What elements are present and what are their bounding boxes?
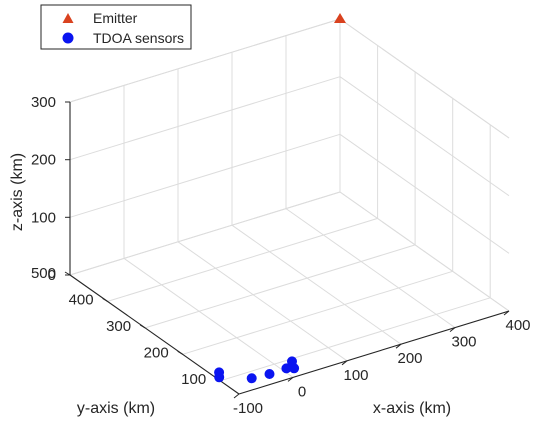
legend-entry-sensors: TDOA sensors: [93, 30, 184, 46]
x-axis-label: x-axis (km): [373, 400, 451, 417]
grid-line: [123, 257, 294, 378]
tick-labels: -100010020030040010020030040050001002003…: [31, 94, 531, 417]
z-tick-label: 100: [31, 209, 56, 226]
x-tick: [503, 310, 510, 316]
y-axis-line: [69, 274, 240, 395]
x-tick: [449, 327, 456, 332]
sensor-marker: [281, 363, 292, 374]
x-tick-label: 0: [298, 383, 306, 400]
grid-line: [231, 224, 402, 345]
axis-labels: x-axis (km) y-axis (km) z-axis (km): [9, 153, 451, 417]
axes: [64, 101, 510, 399]
data-markers: [214, 13, 346, 384]
x-axis-line: [238, 310, 510, 395]
emitter-marker: [334, 13, 346, 23]
legend-circle-icon: [62, 32, 74, 44]
y-tick-label: 100: [181, 371, 206, 388]
grid-line: [339, 133, 510, 254]
grid-line: [69, 76, 341, 161]
sensor-marker: [287, 356, 297, 367]
legend: Emitter TDOA sensors: [40, 4, 192, 50]
y-tick-label: 500: [31, 265, 56, 282]
z-tick-label: 0: [48, 267, 56, 284]
x-tick: [341, 360, 348, 366]
y-tick-label: 200: [144, 344, 169, 361]
grid-line: [177, 241, 348, 362]
grid-line: [69, 133, 341, 218]
sensor-marker: [246, 373, 257, 384]
x-tick-label: -100: [233, 400, 263, 417]
grid-line: [69, 18, 341, 103]
grid-line: [220, 297, 491, 382]
x-tick: [233, 393, 240, 399]
grid-line: [69, 191, 341, 276]
grid-line: [182, 270, 453, 355]
grid-line: [339, 76, 510, 197]
grid-line: [144, 244, 416, 329]
z-tick-label: 200: [31, 152, 56, 169]
z-tick-label: 300: [31, 94, 56, 111]
y-axis-label: y-axis (km): [77, 400, 155, 417]
y-tick-label: 400: [69, 291, 94, 308]
y-tick: [177, 350, 183, 355]
legend-entry-emitter: Emitter: [93, 10, 138, 26]
x-tick-label: 400: [505, 317, 530, 334]
sensor-marker: [264, 369, 275, 379]
grid-lines: [69, 18, 510, 395]
grid-line: [107, 217, 378, 302]
x-tick: [287, 377, 294, 382]
legend-triangle-icon: [62, 13, 74, 23]
grid-line: [339, 18, 510, 139]
x-tick-label: 300: [451, 334, 476, 351]
sensor-marker: [214, 367, 225, 378]
z-axis-label: z-axis (km): [9, 153, 26, 231]
grid-line: [285, 208, 456, 329]
y-tick-label: 300: [106, 318, 131, 335]
x-tick-label: 100: [343, 367, 368, 384]
y-tick: [102, 297, 108, 302]
y-tick: [139, 324, 146, 329]
x-tick-label: 200: [397, 350, 422, 367]
grid-line: [339, 191, 510, 312]
x-tick: [395, 343, 402, 349]
